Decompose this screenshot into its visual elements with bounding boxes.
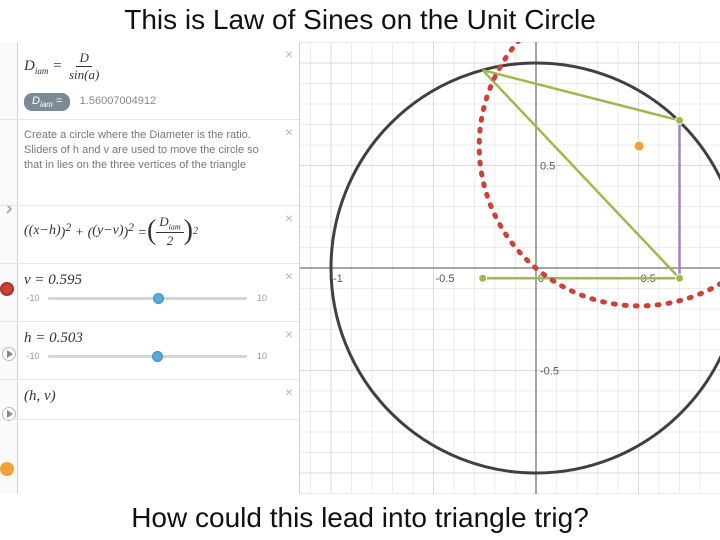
eq-lhs1: (x−h) bbox=[29, 223, 61, 239]
note-text: Create a circle where the Diameter is th… bbox=[24, 128, 271, 173]
close-icon[interactable]: × bbox=[285, 124, 293, 140]
page-title: This is Law of Sines on the Unit Circle bbox=[0, 4, 720, 36]
slider-v-label: v = 0.595 bbox=[24, 272, 271, 289]
svg-text:-0.5: -0.5 bbox=[540, 366, 559, 378]
svg-text:-0.5: -0.5 bbox=[436, 273, 455, 285]
page-subtitle: How could this lead into triangle trig? bbox=[0, 502, 720, 534]
svg-text:0.5: 0.5 bbox=[540, 161, 555, 173]
circle-equation: ((x−h))2 + ((y−v))2 = ( Diam 2 )2 bbox=[24, 214, 198, 249]
slider-h-track[interactable] bbox=[48, 355, 247, 358]
add-expression-icon[interactable] bbox=[0, 462, 14, 476]
slider-min: -10 bbox=[24, 293, 42, 303]
formula-den: sin(a) bbox=[66, 67, 102, 83]
expression-item-formula[interactable]: × Diam = D sin(a) Diam = 1.56007004912 bbox=[0, 42, 299, 120]
close-icon[interactable]: × bbox=[285, 268, 293, 284]
formula-diam: Diam = D sin(a) bbox=[24, 50, 271, 83]
formula-num: D bbox=[76, 50, 91, 67]
point-expression: (h, v) bbox=[24, 388, 271, 405]
slider-v-track[interactable] bbox=[48, 297, 247, 300]
content-area: × Diam = D sin(a) Diam = 1.56007004912 ×… bbox=[0, 42, 720, 494]
expression-item-slider-h[interactable]: × h = 0.503 -10 10 bbox=[0, 322, 299, 380]
expression-item-circle-eq[interactable]: × ((x−h))2 + ((y−v))2 = ( Diam 2 )2 bbox=[0, 206, 299, 264]
eq-rhs-num: Diam bbox=[156, 214, 183, 233]
expression-sidebar: × Diam = D sin(a) Diam = 1.56007004912 ×… bbox=[0, 42, 300, 494]
close-icon[interactable]: × bbox=[285, 210, 293, 226]
slider-max: 10 bbox=[253, 293, 271, 303]
expression-item-note[interactable]: × Create a circle where the Diameter is … bbox=[0, 120, 299, 206]
slider-h[interactable]: -10 10 bbox=[24, 351, 271, 361]
expression-item-point[interactable]: × (h, v) bbox=[0, 380, 299, 420]
graph-canvas[interactable]: -1-0.500.5-0.50.5 bbox=[300, 42, 720, 494]
calc-value: 1.56007004912 bbox=[80, 95, 156, 107]
eq-rhs-den: 2 bbox=[164, 233, 177, 249]
slider-h-label: h = 0.503 bbox=[24, 330, 271, 347]
svg-text:-1: -1 bbox=[333, 273, 343, 285]
slider-min: -10 bbox=[24, 351, 42, 361]
graph-svg: -1-0.500.5-0.50.5 bbox=[300, 42, 720, 494]
slider-v[interactable]: -10 10 bbox=[24, 293, 271, 303]
close-icon[interactable]: × bbox=[285, 326, 293, 342]
close-icon[interactable]: × bbox=[285, 384, 293, 400]
close-icon[interactable]: × bbox=[285, 46, 293, 62]
expression-item-slider-v[interactable]: × v = 0.595 -10 10 bbox=[0, 264, 299, 322]
eq-lhs2: (y−v) bbox=[92, 223, 123, 239]
slider-v-thumb[interactable] bbox=[153, 293, 164, 304]
calc-bubble: Diam = bbox=[24, 93, 70, 111]
slider-max: 10 bbox=[253, 351, 271, 361]
slider-h-thumb[interactable] bbox=[152, 351, 163, 362]
